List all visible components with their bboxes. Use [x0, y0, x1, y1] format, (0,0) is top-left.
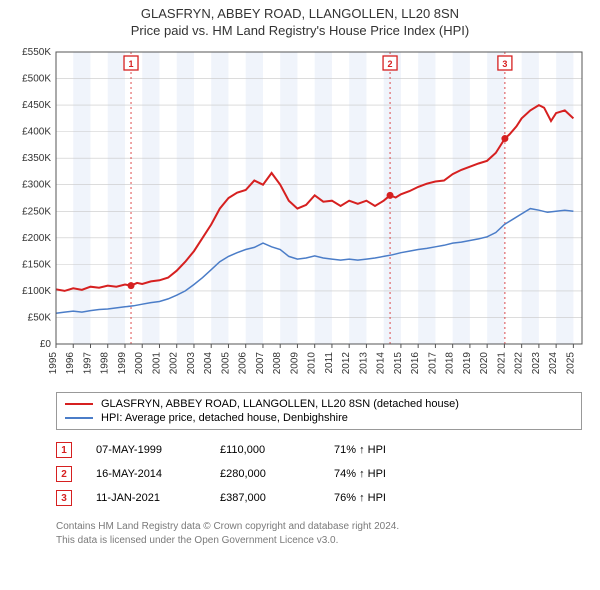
legend-swatch [65, 403, 93, 405]
y-tick-label: £350K [22, 153, 51, 164]
x-tick-label: 2018 [445, 352, 456, 375]
x-tick-label: 2009 [289, 352, 300, 375]
y-tick-label: £250K [22, 206, 51, 217]
sales-table: 1 07-MAY-1999 £110,000 71% ↑ HPI 2 16-MAY-201… [56, 438, 582, 510]
x-tick-label: 2023 [531, 352, 542, 375]
x-tick-label: 1998 [100, 352, 111, 375]
y-tick-label: £200K [22, 233, 51, 244]
x-tick-label: 2024 [548, 352, 559, 375]
x-tick-label: 2021 [496, 352, 507, 375]
y-tick-label: £450K [22, 100, 51, 111]
legend: GLASFRYN, ABBEY ROAD, LLANGOLLEN, LL20 8… [56, 392, 582, 430]
footer-attribution: Contains HM Land Registry data © Crown c… [56, 520, 582, 547]
footer-line1: Contains HM Land Registry data © Crown c… [56, 520, 582, 534]
chart: £0 £50K £100K £150K £200K £250K £300K £350K £400… [10, 46, 590, 386]
x-tick-label: 1995 [48, 352, 59, 375]
sale-pct: 76% ↑ HPI [334, 492, 386, 504]
sale-price: £387,000 [220, 492, 310, 504]
y-tick-label: £0 [40, 339, 52, 350]
legend-row: HPI: Average price, detached house, Denb… [65, 411, 573, 425]
x-tick-label: 2006 [238, 352, 249, 375]
sale-badge: 2 [56, 466, 72, 482]
y-tick-label: £550K [22, 47, 51, 58]
sale-marker-number: 1 [129, 59, 134, 69]
chart-title-line1: GLASFRYN, ABBEY ROAD, LLANGOLLEN, LL20 8… [0, 6, 600, 21]
x-tick-label: 2001 [151, 352, 162, 375]
footer-line2: This data is licensed under the Open Gov… [56, 534, 582, 548]
y-tick-label: £400K [22, 127, 51, 138]
y-tick-label: £50K [28, 312, 52, 323]
chart-svg: £0 £50K £100K £150K £200K £250K £300K £350K £400… [10, 46, 590, 386]
x-tick-label: 2010 [307, 352, 318, 375]
x-tick-label: 2008 [272, 352, 283, 375]
x-tick-label: 2003 [186, 352, 197, 375]
y-tick-label: £300K [22, 180, 51, 191]
x-tick-label: 2012 [341, 352, 352, 375]
x-tick-label: 2014 [376, 352, 387, 375]
y-tick-label: £150K [22, 259, 51, 270]
sale-marker-number: 2 [388, 59, 393, 69]
sale-badge: 3 [56, 490, 72, 506]
x-tick-label: 2007 [255, 352, 266, 375]
x-tick-label: 2004 [203, 352, 214, 375]
x-tick-label: 2022 [514, 352, 525, 375]
sale-date: 07-MAY-1999 [96, 444, 196, 456]
sale-marker-dot [387, 192, 394, 199]
legend-row: GLASFRYN, ABBEY ROAD, LLANGOLLEN, LL20 8… [65, 397, 573, 411]
legend-label: HPI: Average price, detached house, Denb… [101, 412, 348, 424]
sale-row: 1 07-MAY-1999 £110,000 71% ↑ HPI [56, 438, 582, 462]
chart-title-line2: Price paid vs. HM Land Registry's House … [0, 23, 600, 38]
x-tick-label: 2016 [410, 352, 421, 375]
x-tick-label: 2000 [134, 352, 145, 375]
sale-price: £110,000 [220, 444, 310, 456]
sale-date: 11-JAN-2021 [96, 492, 196, 504]
x-tick-label: 2017 [427, 352, 438, 375]
x-tick-label: 2013 [358, 352, 369, 375]
x-tick-label: 2015 [393, 352, 404, 375]
x-tick-label: 2020 [479, 352, 490, 375]
y-tick-label: £500K [22, 74, 51, 85]
x-tick-label: 1999 [117, 352, 128, 375]
legend-swatch [65, 417, 93, 419]
x-tick-label: 2002 [169, 352, 180, 375]
sale-row: 2 16-MAY-2014 £280,000 74% ↑ HPI [56, 462, 582, 486]
sale-date: 16-MAY-2014 [96, 468, 196, 480]
sale-row: 3 11-JAN-2021 £387,000 76% ↑ HPI [56, 486, 582, 510]
x-tick-label: 2019 [462, 352, 473, 375]
y-tick-label: £100K [22, 286, 51, 297]
x-tick-label: 1996 [65, 352, 76, 375]
legend-label: GLASFRYN, ABBEY ROAD, LLANGOLLEN, LL20 8… [101, 398, 459, 410]
x-tick-label: 1997 [82, 352, 93, 375]
sale-price: £280,000 [220, 468, 310, 480]
x-tick-label: 2011 [324, 352, 335, 374]
sale-marker-dot [501, 135, 508, 142]
sale-pct: 74% ↑ HPI [334, 468, 386, 480]
sale-pct: 71% ↑ HPI [334, 444, 386, 456]
sale-marker-dot [128, 282, 135, 289]
sale-marker-number: 3 [502, 59, 507, 69]
x-tick-label: 2005 [220, 352, 231, 375]
x-tick-label: 2025 [565, 352, 576, 375]
sale-badge: 1 [56, 442, 72, 458]
